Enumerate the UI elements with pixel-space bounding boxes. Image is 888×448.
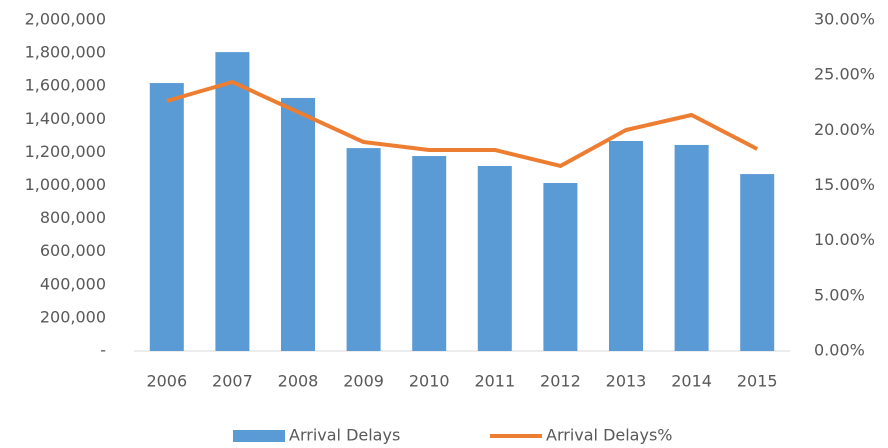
y-tick-label: 1,400,000 bbox=[25, 109, 106, 128]
y-tick-label: 200,000 bbox=[40, 307, 106, 326]
bar bbox=[543, 183, 578, 351]
bar bbox=[740, 174, 775, 351]
y-tick-label: - bbox=[100, 341, 106, 360]
bar bbox=[281, 97, 315, 351]
bar bbox=[609, 140, 643, 351]
y2-tick-label: 0.00% bbox=[814, 341, 865, 360]
legend-swatch bbox=[233, 430, 285, 442]
y2-tick-label: 20.00% bbox=[814, 120, 875, 139]
y2-tick-label: 30.00% bbox=[814, 10, 875, 29]
x-tick-label: 2015 bbox=[737, 372, 778, 391]
x-tick-label: 2008 bbox=[278, 372, 319, 391]
x-tick-label: 2012 bbox=[540, 372, 581, 391]
y2-tick-label: 10.00% bbox=[814, 230, 875, 249]
bar bbox=[346, 148, 381, 351]
y-tick-label: 800,000 bbox=[40, 208, 106, 227]
x-tick-label: 2009 bbox=[343, 372, 384, 391]
x-tick-label: 2011 bbox=[474, 372, 515, 391]
y-tick-label: 400,000 bbox=[40, 274, 106, 293]
y2-tick-label: 5.00% bbox=[814, 285, 865, 304]
bar bbox=[412, 156, 447, 351]
line bbox=[166, 80, 759, 168]
x-tick-label: 2006 bbox=[146, 372, 187, 391]
y-tick-label: 600,000 bbox=[40, 241, 106, 260]
x-tick-label: 2010 bbox=[409, 372, 450, 391]
bar bbox=[674, 144, 709, 351]
y-tick-label: 1,200,000 bbox=[25, 142, 106, 161]
bar bbox=[215, 52, 250, 352]
y2-tick-label: 25.00% bbox=[814, 65, 875, 84]
legend-label: Arrival Delays% bbox=[546, 426, 673, 445]
y2-tick-label: 15.00% bbox=[814, 175, 875, 194]
y-tick-label: 2,000,000 bbox=[25, 10, 106, 29]
y-tick-label: 1,000,000 bbox=[25, 175, 106, 194]
bar bbox=[149, 83, 184, 352]
y-tick-label: 1,800,000 bbox=[25, 43, 106, 62]
x-tick-label: 2013 bbox=[606, 372, 647, 391]
legend-label: Arrival Delays bbox=[289, 426, 400, 445]
x-tick-label: 2014 bbox=[671, 372, 712, 391]
y-tick-label: 1,600,000 bbox=[25, 76, 106, 95]
x-tick-label: 2007 bbox=[212, 372, 253, 391]
bar bbox=[477, 165, 512, 351]
